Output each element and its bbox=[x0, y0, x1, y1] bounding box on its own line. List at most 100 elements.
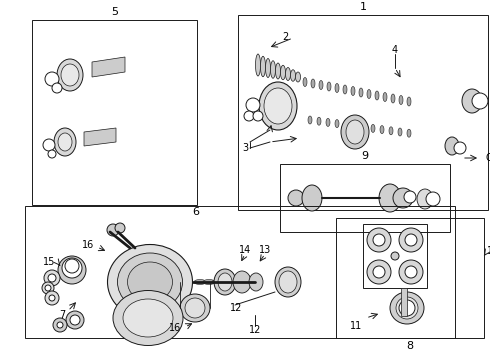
Circle shape bbox=[367, 228, 391, 252]
Text: 11: 11 bbox=[350, 321, 362, 331]
Text: 8: 8 bbox=[406, 341, 414, 351]
Ellipse shape bbox=[233, 271, 251, 293]
Ellipse shape bbox=[194, 279, 206, 284]
Text: 10: 10 bbox=[487, 246, 490, 256]
Ellipse shape bbox=[291, 70, 295, 81]
Ellipse shape bbox=[286, 68, 291, 81]
Ellipse shape bbox=[383, 93, 387, 102]
Ellipse shape bbox=[203, 279, 215, 284]
Bar bbox=[336, 218, 484, 338]
Ellipse shape bbox=[249, 273, 263, 291]
Ellipse shape bbox=[362, 123, 366, 131]
Circle shape bbox=[246, 98, 260, 112]
Circle shape bbox=[472, 93, 488, 109]
Text: 5: 5 bbox=[111, 7, 118, 17]
Bar bbox=[401, 288, 407, 316]
Ellipse shape bbox=[335, 84, 339, 93]
Circle shape bbox=[244, 111, 254, 121]
Text: 14: 14 bbox=[239, 245, 251, 255]
Circle shape bbox=[399, 260, 423, 284]
Circle shape bbox=[65, 259, 79, 273]
Text: 6: 6 bbox=[193, 207, 199, 217]
Ellipse shape bbox=[230, 279, 242, 284]
Ellipse shape bbox=[275, 267, 301, 297]
Ellipse shape bbox=[127, 262, 172, 302]
Bar bbox=[280, 164, 450, 232]
Ellipse shape bbox=[212, 279, 224, 284]
Ellipse shape bbox=[389, 127, 393, 135]
Ellipse shape bbox=[341, 115, 369, 149]
Bar bbox=[32, 20, 197, 205]
Polygon shape bbox=[92, 57, 125, 77]
Text: 13: 13 bbox=[259, 245, 271, 255]
Ellipse shape bbox=[399, 95, 403, 104]
Ellipse shape bbox=[367, 90, 371, 99]
Circle shape bbox=[399, 300, 415, 316]
Ellipse shape bbox=[398, 128, 402, 136]
Circle shape bbox=[44, 270, 60, 286]
Ellipse shape bbox=[308, 116, 312, 124]
Circle shape bbox=[391, 252, 399, 260]
Text: 9: 9 bbox=[362, 151, 368, 161]
Ellipse shape bbox=[359, 88, 363, 97]
Ellipse shape bbox=[180, 294, 210, 322]
Ellipse shape bbox=[302, 185, 322, 211]
Text: 3: 3 bbox=[242, 143, 248, 153]
Ellipse shape bbox=[327, 82, 331, 91]
Text: 12: 12 bbox=[230, 303, 243, 313]
Polygon shape bbox=[84, 128, 116, 146]
Ellipse shape bbox=[261, 56, 266, 77]
Ellipse shape bbox=[375, 91, 379, 100]
Ellipse shape bbox=[123, 299, 173, 337]
Ellipse shape bbox=[266, 58, 270, 77]
Circle shape bbox=[66, 311, 84, 329]
Ellipse shape bbox=[445, 137, 459, 155]
Circle shape bbox=[43, 139, 55, 151]
Ellipse shape bbox=[319, 81, 323, 90]
Ellipse shape bbox=[335, 120, 339, 127]
Text: 4: 4 bbox=[392, 45, 398, 55]
Circle shape bbox=[62, 258, 82, 278]
Ellipse shape bbox=[218, 273, 232, 291]
Circle shape bbox=[58, 256, 86, 284]
Circle shape bbox=[253, 111, 263, 121]
Ellipse shape bbox=[107, 244, 193, 320]
Circle shape bbox=[367, 260, 391, 284]
Ellipse shape bbox=[462, 89, 482, 113]
Ellipse shape bbox=[58, 133, 72, 151]
Ellipse shape bbox=[118, 253, 182, 311]
Ellipse shape bbox=[353, 122, 357, 130]
Circle shape bbox=[426, 192, 440, 206]
Circle shape bbox=[115, 223, 125, 233]
Circle shape bbox=[49, 295, 55, 301]
Circle shape bbox=[45, 285, 51, 291]
Ellipse shape bbox=[303, 77, 307, 86]
Text: 16: 16 bbox=[82, 240, 94, 250]
Ellipse shape bbox=[113, 291, 183, 346]
Ellipse shape bbox=[396, 297, 418, 319]
Ellipse shape bbox=[371, 125, 375, 132]
Text: 15: 15 bbox=[43, 257, 55, 267]
Circle shape bbox=[57, 322, 63, 328]
Ellipse shape bbox=[326, 118, 330, 126]
Text: 1: 1 bbox=[360, 2, 367, 12]
Ellipse shape bbox=[259, 82, 297, 130]
Ellipse shape bbox=[61, 64, 79, 86]
Ellipse shape bbox=[379, 184, 401, 212]
Ellipse shape bbox=[264, 88, 292, 124]
Circle shape bbox=[45, 291, 59, 305]
Ellipse shape bbox=[57, 59, 83, 91]
Ellipse shape bbox=[380, 126, 384, 134]
Ellipse shape bbox=[351, 86, 355, 95]
Ellipse shape bbox=[346, 120, 364, 144]
Circle shape bbox=[107, 224, 119, 236]
Text: 7: 7 bbox=[59, 310, 65, 320]
Circle shape bbox=[454, 142, 466, 154]
Ellipse shape bbox=[280, 65, 286, 80]
Ellipse shape bbox=[185, 298, 205, 318]
Ellipse shape bbox=[270, 61, 275, 78]
Text: 16: 16 bbox=[169, 323, 181, 333]
Circle shape bbox=[373, 234, 385, 246]
Ellipse shape bbox=[221, 279, 233, 284]
Circle shape bbox=[288, 190, 304, 206]
